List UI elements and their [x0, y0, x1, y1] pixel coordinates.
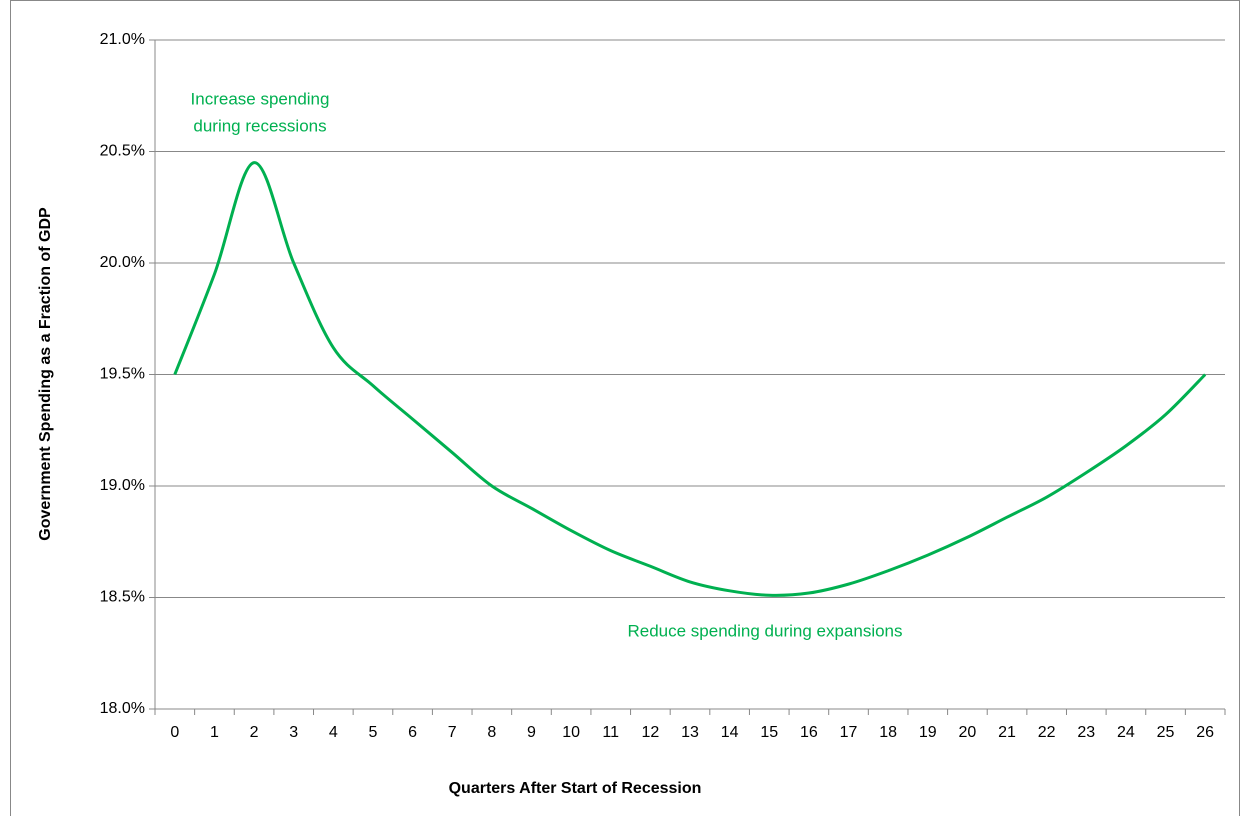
x-tick-label: 10 — [562, 724, 580, 741]
x-tick-label: 7 — [448, 724, 457, 741]
annotation: Increase spending — [191, 89, 330, 108]
x-tick-label: 5 — [369, 724, 378, 741]
x-tick-label: 4 — [329, 724, 338, 741]
annotation: Reduce spending during expansions — [627, 621, 902, 640]
y-tick-label: 20.0% — [100, 254, 145, 271]
x-tick-label: 17 — [840, 724, 858, 741]
y-tick-label: 18.5% — [100, 589, 145, 606]
x-tick-label: 3 — [289, 724, 298, 741]
x-tick-label: 14 — [721, 724, 739, 741]
x-tick-label: 1 — [210, 724, 219, 741]
x-tick-label: 2 — [250, 724, 259, 741]
x-tick-label: 18 — [879, 724, 897, 741]
x-tick-label: 9 — [527, 724, 536, 741]
x-tick-label: 19 — [919, 724, 937, 741]
annotation: during recessions — [193, 116, 326, 135]
y-tick-label: 20.5% — [100, 143, 145, 160]
x-tick-label: 26 — [1196, 724, 1214, 741]
x-tick-label: 21 — [998, 724, 1016, 741]
y-tick-label: 21.0% — [100, 31, 145, 48]
x-tick-label: 20 — [959, 724, 977, 741]
x-tick-label: 24 — [1117, 724, 1135, 741]
x-tick-label: 16 — [800, 724, 818, 741]
y-tick-label: 18.0% — [100, 700, 145, 717]
x-tick-label: 11 — [602, 724, 619, 741]
x-tick-label: 15 — [760, 724, 778, 741]
x-axis-title: Quarters After Start of Recession — [449, 780, 702, 797]
x-tick-label: 22 — [1038, 724, 1056, 741]
x-tick-label: 12 — [641, 724, 659, 741]
x-tick-label: 13 — [681, 724, 699, 741]
x-tick-label: 8 — [487, 724, 496, 741]
x-tick-label: 25 — [1157, 724, 1175, 741]
x-tick-label: 0 — [170, 724, 179, 741]
data-line — [173, 161, 1207, 597]
y-axis-title: Government Spending as a Fraction of GDP — [37, 207, 54, 541]
x-tick-label: 6 — [408, 724, 417, 741]
y-tick-label: 19.0% — [100, 477, 145, 494]
x-tick-label: 23 — [1077, 724, 1095, 741]
y-tick-label: 19.5% — [100, 366, 145, 383]
